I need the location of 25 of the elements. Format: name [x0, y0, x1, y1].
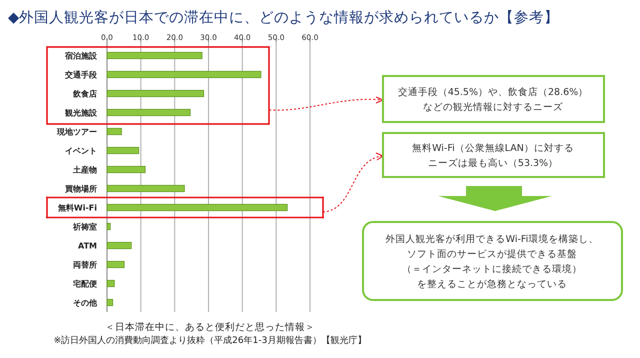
text: などの観光情報に対するニーズ: [423, 101, 564, 113]
text: 交通手段（45.5%）や、飲食店（28.6%）: [398, 86, 588, 98]
y-tick-label: ATM: [78, 242, 98, 250]
y-tick-label: 土産物: [72, 164, 97, 174]
text: ※訪日外国人の消費動向調査より抜粋（平成26年1-3月期報告書）【観光庁】: [54, 335, 366, 346]
text: を整えることが急務となっている: [417, 278, 567, 290]
y-tick-label: 無料Wi-Fi: [56, 204, 98, 212]
y-tick-label: 現地ツアー: [56, 128, 97, 136]
y-tick-label: 交通手段: [64, 70, 98, 80]
text: 無料Wi-Fi（公衆無線LAN）に対する: [412, 142, 574, 154]
y-tick-label: 宿泊施設: [64, 50, 98, 60]
x-axis-title: ＜日本滞在中に、あると便利だと思った情報＞: [105, 321, 315, 333]
y-tick-label: 祈祷室: [72, 222, 97, 232]
text: （＝インターネットに接続できる環境）: [402, 263, 582, 275]
chart-title: ◆外国人観光客が日本での滞在中に、どのような情報が求められているか【参考】: [8, 9, 560, 26]
y-tick-label: 観光施設: [64, 108, 98, 118]
text: ソフト面のサービスが提供できる基盤: [407, 248, 577, 260]
y-tick-label: イベント: [65, 146, 97, 156]
y-tick-label: 買物場所: [64, 184, 97, 194]
y-tick-label: その他: [73, 298, 98, 308]
text: 外国人観光客が利用できるWi-Fi環境を構築し、: [386, 233, 598, 245]
y-tick-label: 飲食店: [72, 88, 97, 98]
y-tick-label: 両替所: [73, 260, 97, 270]
y-tick-label: 宅配便: [73, 278, 97, 288]
text: ニーズは最も高い（53.3%）: [428, 157, 558, 169]
